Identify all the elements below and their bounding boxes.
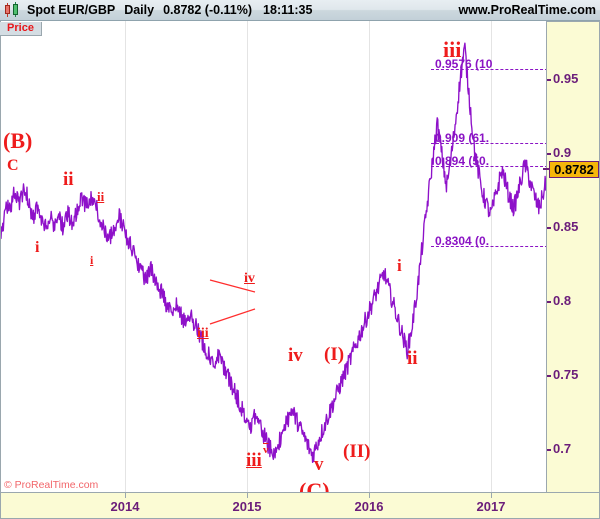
chart-header-bar: Spot EUR/GBP Daily 0.8782 (-0.11%) 18:11… xyxy=(0,0,600,21)
wave-label-v-2: v xyxy=(314,454,324,475)
x-tick-mark xyxy=(247,493,248,498)
x-tick-mark xyxy=(369,493,370,498)
wave-label-iv-2: iv xyxy=(288,345,303,366)
candlestick-icon xyxy=(3,2,23,18)
triangle-pattern-drawing xyxy=(209,279,256,325)
price-axis[interactable]: 0.95 0.9 0.85 0.8 0.75 0.7 xyxy=(547,21,600,493)
time-axis[interactable]: 2014 2015 2016 2017 xyxy=(0,493,600,519)
price-panel-tab[interactable]: Price xyxy=(0,22,42,36)
y-tick-label: 0.95 xyxy=(553,71,579,86)
x-tick-label: 2014 xyxy=(110,499,140,514)
wave-label-i-3: i xyxy=(397,256,402,275)
wave-label-I: (I) xyxy=(324,344,345,365)
current-price-tick xyxy=(543,168,550,170)
wave-label-II: (II) xyxy=(343,441,371,462)
fib-label-0.9576: 0.9576 (10 xyxy=(435,57,493,71)
provider-website: www.ProRealTime.com xyxy=(458,3,596,17)
y-tick-label: 0.75 xyxy=(553,367,579,382)
gridline-2016 xyxy=(369,21,370,492)
fib-line-0.909 xyxy=(431,143,546,144)
quote-value: 0.8782 (-0.11%) xyxy=(163,3,253,17)
wave-label-i-2: i xyxy=(90,253,94,267)
fib-label-0.8304: 0.8304 (0. xyxy=(435,234,490,248)
x-tick-mark xyxy=(491,493,492,498)
y-tick-mark xyxy=(547,79,551,81)
fib-label-0.894: 0.894 (50. xyxy=(435,154,490,168)
wave-label-B: (B) xyxy=(3,128,33,153)
fib-line-0.8304 xyxy=(431,246,546,247)
wave-label-iii-3: iii xyxy=(443,37,462,62)
gridline-2015 xyxy=(247,21,248,492)
gridline-2017 xyxy=(491,21,492,492)
y-tick-mark xyxy=(547,227,551,229)
y-tick-label: 0.8 xyxy=(553,293,572,308)
wave-label-i-1: i xyxy=(35,239,40,256)
fib-label-0.909: 0.909 (61. xyxy=(435,131,490,145)
x-tick-label: 2016 xyxy=(354,499,384,514)
x-tick-label: 2017 xyxy=(476,499,506,514)
y-tick-label: 0.7 xyxy=(553,441,572,456)
wave-label-ii-1: ii xyxy=(63,169,74,190)
wave-label-ii-3: ii xyxy=(407,348,418,369)
gridline-2014 xyxy=(125,21,126,492)
y-tick-mark xyxy=(547,375,551,377)
wave-label-C: C xyxy=(7,157,19,174)
wave-label-ii-2: ii xyxy=(97,189,105,204)
wave-label-C-2: (C) xyxy=(299,478,330,493)
provider-watermark: © ProRealTime.com xyxy=(4,479,99,491)
x-tick-mark xyxy=(125,493,126,498)
y-tick-mark xyxy=(547,153,551,155)
wave-label-iv-1: iv xyxy=(244,271,255,286)
fib-line-0.894 xyxy=(431,166,546,167)
y-tick-label: 0.9 xyxy=(553,145,572,160)
y-tick-mark xyxy=(547,449,551,451)
quote-time: 18:11:35 xyxy=(263,3,313,17)
instrument-name: Spot EUR/GBP xyxy=(27,3,116,17)
wave-label-iii-2: iii xyxy=(246,450,262,471)
y-tick-mark xyxy=(547,301,551,303)
y-tick-label: 0.85 xyxy=(553,219,579,234)
fib-line-0.9576 xyxy=(431,69,546,70)
timeframe-label: Daily xyxy=(124,3,155,17)
price-line-series xyxy=(1,42,546,463)
wave-label-iii-1: iii xyxy=(197,326,209,341)
wave-label-v-1: v xyxy=(263,444,269,456)
x-tick-label: 2015 xyxy=(232,499,262,514)
current-price-flag: 0.8782 xyxy=(549,161,599,178)
price-plot-area[interactable]: 0.9576 (10 0.909 (61. 0.894 (50. 0.8304 … xyxy=(0,21,547,493)
